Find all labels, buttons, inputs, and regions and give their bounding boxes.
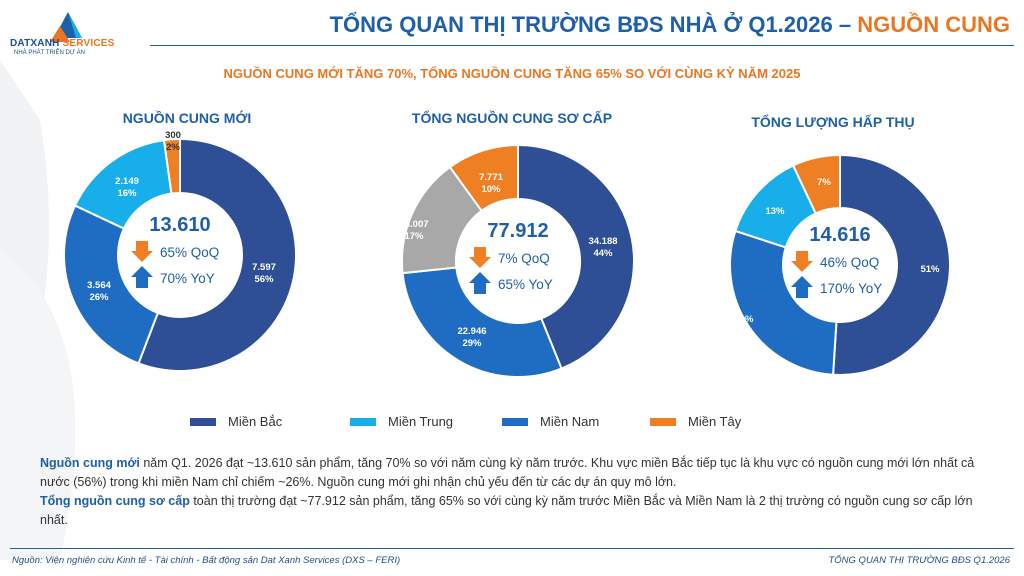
page-title-accent: NGUỒN CUNG	[857, 12, 1010, 37]
legend-swatch	[650, 417, 676, 426]
page-subtitle: NGUỒN CUNG MỚI TĂNG 70%, TỔNG NGUỒN CUNG…	[223, 66, 801, 81]
footer-right: TỔNG QUAN THỊ TRƯỜNG BĐS Q1.2026	[828, 555, 1010, 566]
data-label-percent: 56%	[254, 274, 274, 285]
data-label-value: 3.564	[87, 280, 111, 291]
data-label-percent: 16%	[117, 188, 137, 199]
center-total-value: 13.610	[149, 214, 210, 236]
center-total-value: 14.616	[809, 224, 870, 246]
logo-tagline: NHÀ PHÁT TRIỂN DỰ ÁN	[14, 50, 85, 56]
data-label-value: 34.188	[588, 236, 617, 247]
legend-label: Miền Nam	[540, 414, 600, 429]
logo-name-accent: SERVICES	[62, 38, 115, 49]
title-divider	[150, 45, 1014, 46]
data-label-value: 22.946	[457, 326, 486, 337]
donut-slice	[162, 137, 181, 195]
legend: Miền Bắc Miền Trung Miền Nam Miền Tây	[190, 414, 830, 432]
body-text: Nguồn cung mới năm Q1. 2026 đạt ~13.610 …	[40, 454, 1000, 530]
arrow-down-icon	[469, 247, 491, 268]
paragraph-new-supply-text: năm Q1. 2026 đạt ~13.610 sản phẩm, tăng …	[40, 456, 975, 489]
data-label-percent: 29%	[462, 338, 482, 349]
data-label-percent: 10%	[481, 184, 501, 195]
legend-swatch	[502, 417, 528, 426]
donut-slice	[832, 153, 951, 376]
footer-source: Nguồn: Viện nghiên cứu Kinh tế - Tài chí…	[12, 555, 401, 566]
arrow-up-icon	[791, 276, 813, 298]
chart-title-absorption: TỔNG LƯỢNG HẤP THỤ	[751, 114, 915, 130]
data-label-value: 2.149	[115, 176, 139, 187]
donut-slice	[137, 137, 297, 372]
data-label-percent: 51%	[920, 264, 940, 275]
data-label-percent: 2%	[166, 142, 180, 153]
yoy-label: 170% YoY	[820, 281, 882, 296]
data-label-value: 7.597	[252, 262, 276, 273]
paragraph-new-supply: Nguồn cung mới năm Q1. 2026 đạt ~13.610 …	[40, 454, 1000, 492]
donut-chart-3: 51% 29% 13% 7% 14.616 46% QoQ 170% YoY	[729, 153, 951, 376]
data-label-percent: 13%	[765, 206, 785, 217]
paragraph-new-supply-bold: Nguồn cung mới	[40, 456, 140, 470]
yoy-label: 70% YoY	[160, 271, 215, 286]
qoq-label: 46% QoQ	[820, 255, 879, 270]
legend-item: Miền Nam	[502, 414, 599, 429]
donut-slice	[401, 266, 563, 378]
legend-item: Miền Trung	[350, 414, 453, 429]
legend-item: Miền Tây	[650, 414, 741, 429]
donut-slice	[517, 143, 635, 370]
legend-label: Miền Bắc	[228, 414, 283, 429]
paragraph-primary-supply: Tổng nguồn cung sơ cấp toàn thị trường đ…	[40, 492, 1000, 530]
qoq-label: 65% QoQ	[160, 245, 219, 260]
arrow-down-icon	[131, 241, 153, 262]
footer-divider	[10, 548, 1014, 549]
legend-item: Miền Bắc	[190, 414, 282, 429]
data-label-percent: 7%	[817, 177, 831, 188]
donut-slice	[791, 153, 841, 215]
data-label-percent: 29%	[734, 314, 754, 325]
chart-title-primary-supply: TỔNG NGUỒN CUNG SƠ CẤP	[411, 110, 613, 126]
data-label-percent: 44%	[593, 248, 613, 259]
donut-slice	[448, 143, 519, 213]
page-title: TỔNG QUAN THỊ TRƯỜNG BĐS NHÀ Ở Q1.2026 –…	[330, 12, 1010, 38]
paragraph-primary-supply-text: toàn thị trường đạt ~77.912 sản phẩm, tă…	[40, 494, 973, 527]
qoq-label: 7% QoQ	[498, 251, 550, 266]
data-label-percent: 17%	[404, 231, 424, 242]
donut-slice	[63, 204, 160, 365]
arrow-down-icon	[791, 251, 813, 272]
paragraph-primary-supply-bold: Tổng nguồn cung sơ cấp	[40, 494, 190, 508]
arrow-up-icon	[469, 272, 491, 294]
data-label-value: 13.007	[399, 219, 428, 230]
center-total-value: 77.912	[487, 220, 548, 242]
legend-label: Miền Tây	[688, 414, 742, 429]
data-label-value: 7.771	[479, 172, 503, 183]
data-label-percent: 26%	[89, 292, 109, 303]
donut-slice	[729, 229, 838, 376]
legend-swatch	[350, 417, 376, 426]
data-label-value: 300	[165, 130, 181, 141]
legend-swatch	[190, 417, 216, 426]
arrow-up-icon	[131, 266, 153, 288]
yoy-label: 65% YoY	[498, 277, 553, 292]
page-title-main: TỔNG QUAN THỊ TRƯỜNG BĐS NHÀ Ở Q1.2026 –	[329, 12, 852, 37]
legend-label: Miền Trung	[388, 414, 454, 429]
logo-name: DATXANH	[10, 38, 60, 49]
chart-title-new-supply: NGUỒN CUNG MỚI	[122, 110, 252, 126]
logo-mark-icon	[50, 12, 82, 42]
